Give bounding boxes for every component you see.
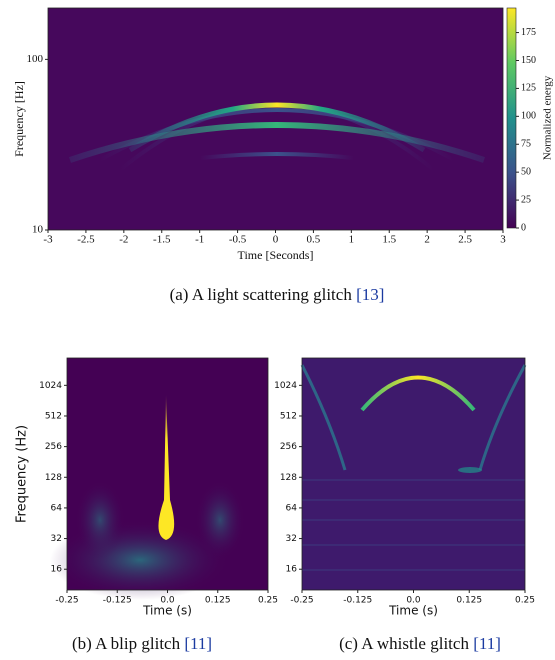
colorbar-tick-label: 100 — [521, 111, 536, 122]
x-tick-label: 0.25 — [515, 596, 535, 606]
x-tick-label: -1 — [195, 234, 204, 246]
figure: -3 -2.5 -2 -1.5 -1 -0.5 0 0.5 1 1.5 2 2.5 3 10 100 Time… — [12, 7, 554, 304]
colorbar-tick-label: 175 — [521, 27, 536, 38]
y-axis-label: Frequency [Hz] — [12, 81, 26, 157]
colorbar-frame — [506, 7, 517, 229]
y-tick-label: 1024 — [39, 381, 62, 391]
y-tick-label: 16 — [286, 565, 298, 575]
y-tick-label: 10 — [32, 224, 44, 236]
x-tick-label: 2.5 — [458, 234, 472, 246]
x-tick-label: -2 — [119, 234, 128, 246]
x-axis-label: Time (s) — [142, 604, 192, 618]
x-tick-label: -0.25 — [290, 596, 313, 606]
colorbar-tick-label: 0 — [521, 222, 526, 233]
caption-part: A light scattering glitch — [192, 285, 353, 304]
x-tick-label: -0.25 — [55, 596, 78, 606]
caption-part: [13] — [356, 285, 384, 304]
y-tick-label: 512 — [280, 411, 297, 421]
y-tick-label: 128 — [45, 473, 62, 483]
figure: -0.25 -0.125 0.0 0.125 0.25 16 32 64 128 256 512 10… — [274, 357, 535, 653]
y-tick-label: 256 — [280, 442, 297, 452]
y-tick-label: 32 — [51, 534, 62, 544]
caption-part: (c) — [339, 634, 358, 653]
x-tick-label: -0.5 — [229, 234, 247, 246]
x-axis-label: Time (s) — [388, 604, 438, 618]
caption-part: A whistle glitch — [361, 634, 469, 653]
x-tick-label: 0.125 — [456, 596, 482, 606]
figure-caption: (c) A whistle glitch [11] — [339, 634, 501, 653]
caption-part: (b) — [72, 634, 92, 653]
x-tick-label: -2.5 — [77, 234, 95, 246]
x-tick-label: -3 — [43, 234, 53, 246]
x-tick-label: 0.0 — [406, 596, 421, 606]
colorbar-tick-label: 75 — [521, 139, 531, 150]
figure: -0.25 -0.125 0.0 0.125 0.25 16 32 64 128 256 512 10… — [15, 357, 278, 653]
colorbar-tick-label: 150 — [521, 55, 536, 66]
x-tick-label: 3 — [500, 234, 506, 246]
spectrogram-image — [48, 8, 527, 600]
colorbar-tick-label: 125 — [521, 83, 536, 94]
x-tick-label: 0.125 — [205, 596, 231, 606]
y-tick-label: 64 — [286, 503, 298, 513]
x-tick-label: 0 — [273, 234, 279, 246]
x-tick-label: 1 — [349, 234, 355, 246]
y-tick-label: 16 — [51, 565, 63, 575]
y-tick-label: 512 — [45, 411, 62, 421]
x-tick-label: -0.125 — [103, 596, 132, 606]
x-tick-label: 2 — [424, 234, 430, 246]
caption-part: (a) — [170, 285, 189, 304]
x-tick-label: 1.5 — [382, 234, 396, 246]
y-tick-label: 128 — [280, 473, 297, 483]
colorbar-tick-label: 50 — [521, 166, 531, 177]
y-tick-label: 100 — [27, 53, 44, 65]
colorbar-tick-label: 25 — [521, 194, 531, 205]
caption-part: A blip glitch — [95, 634, 181, 653]
y-axis-label: Frequency (Hz) — [15, 425, 30, 523]
colorbar-label: Normalized energy — [542, 75, 554, 160]
y-tick-label: 32 — [286, 534, 297, 544]
caption-part: [11] — [184, 634, 212, 653]
figure-caption: (b) A blip glitch [11] — [72, 634, 212, 653]
x-tick-label: 0.5 — [307, 234, 321, 246]
y-tick-label: 1024 — [274, 381, 297, 391]
figure-caption: (a) A light scattering glitch [13] — [170, 285, 385, 304]
y-tick-label: 256 — [45, 442, 62, 452]
y-tick-label: 64 — [51, 503, 63, 513]
x-tick-label: -1.5 — [153, 234, 171, 246]
x-axis-label: Time [Seconds] — [238, 248, 314, 262]
caption-part: [11] — [473, 634, 501, 653]
x-tick-label: 0.0 — [160, 596, 175, 606]
x-tick-label: -0.125 — [343, 596, 372, 606]
x-tick-label: 0.25 — [258, 596, 278, 606]
